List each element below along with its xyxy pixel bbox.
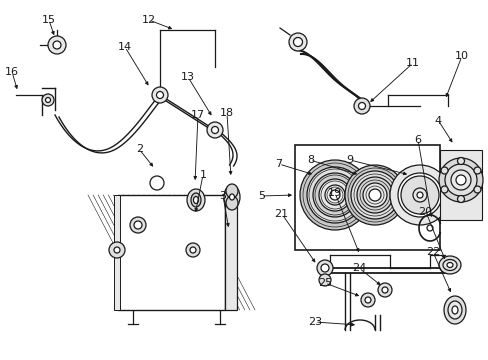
Ellipse shape (186, 189, 204, 211)
Ellipse shape (451, 306, 457, 314)
Circle shape (381, 287, 387, 293)
Circle shape (353, 98, 369, 114)
Circle shape (320, 264, 328, 272)
Text: 10: 10 (454, 51, 468, 61)
Text: 1: 1 (199, 170, 206, 180)
Ellipse shape (368, 189, 380, 201)
Ellipse shape (400, 176, 438, 214)
Ellipse shape (416, 192, 422, 198)
Text: 18: 18 (220, 108, 234, 118)
Text: 9: 9 (346, 155, 352, 165)
Ellipse shape (412, 188, 426, 202)
Ellipse shape (229, 194, 234, 200)
Text: 21: 21 (274, 209, 287, 219)
Ellipse shape (193, 197, 198, 203)
Text: 5: 5 (258, 191, 264, 201)
Ellipse shape (345, 165, 404, 225)
Circle shape (109, 242, 125, 258)
Ellipse shape (362, 183, 386, 207)
Bar (114, 195, 120, 310)
Ellipse shape (350, 171, 398, 219)
Ellipse shape (306, 167, 362, 223)
Circle shape (114, 247, 120, 253)
Text: 4: 4 (433, 116, 440, 126)
Ellipse shape (329, 190, 339, 200)
Circle shape (316, 260, 332, 276)
Circle shape (440, 186, 447, 193)
Ellipse shape (224, 185, 240, 209)
Circle shape (288, 33, 306, 51)
Circle shape (53, 41, 61, 49)
Circle shape (156, 91, 163, 99)
Circle shape (450, 170, 470, 190)
Ellipse shape (356, 177, 392, 213)
Circle shape (438, 158, 482, 202)
Ellipse shape (299, 160, 369, 230)
Text: 24: 24 (351, 263, 366, 273)
Bar (224, 195, 237, 310)
Text: 3: 3 (219, 191, 225, 201)
Text: 6: 6 (414, 135, 421, 145)
Circle shape (457, 158, 464, 165)
Text: 22: 22 (425, 247, 439, 257)
Text: 23: 23 (308, 317, 322, 327)
Circle shape (473, 167, 480, 174)
Text: 11: 11 (406, 58, 419, 68)
Bar (118, 195, 224, 310)
Circle shape (185, 243, 200, 257)
Ellipse shape (325, 185, 345, 205)
Ellipse shape (225, 184, 238, 198)
Text: 16: 16 (5, 67, 19, 77)
Circle shape (318, 274, 330, 286)
Ellipse shape (443, 296, 465, 324)
Ellipse shape (225, 196, 238, 210)
Text: 7: 7 (275, 159, 282, 169)
Circle shape (426, 225, 432, 231)
Text: 20: 20 (418, 207, 431, 217)
Text: 15: 15 (42, 15, 56, 25)
Circle shape (364, 297, 370, 303)
Text: 17: 17 (191, 110, 204, 120)
Ellipse shape (446, 262, 452, 267)
Circle shape (358, 103, 365, 109)
Circle shape (42, 94, 54, 106)
Ellipse shape (191, 193, 201, 207)
Text: 13: 13 (181, 72, 195, 82)
Bar (294, 145, 439, 250)
Ellipse shape (442, 260, 456, 270)
Text: 19: 19 (327, 188, 341, 198)
Text: 8: 8 (306, 155, 313, 165)
Circle shape (150, 176, 163, 190)
Circle shape (48, 36, 66, 54)
Circle shape (45, 98, 50, 103)
Text: 2: 2 (136, 144, 142, 154)
Circle shape (130, 217, 146, 233)
Circle shape (152, 87, 168, 103)
Ellipse shape (438, 256, 460, 274)
Ellipse shape (312, 173, 356, 217)
Circle shape (444, 164, 476, 196)
Circle shape (440, 167, 447, 174)
Circle shape (473, 186, 480, 193)
Ellipse shape (389, 165, 449, 225)
Circle shape (190, 247, 196, 253)
Ellipse shape (397, 173, 441, 217)
Circle shape (293, 37, 302, 46)
Circle shape (457, 195, 464, 202)
Text: 14: 14 (118, 42, 131, 52)
Circle shape (360, 293, 374, 307)
Circle shape (206, 122, 223, 138)
Text: 12: 12 (142, 15, 156, 25)
Circle shape (377, 283, 391, 297)
Bar (439, 150, 481, 220)
Text: 25: 25 (318, 278, 331, 288)
Ellipse shape (447, 301, 461, 319)
Ellipse shape (318, 179, 350, 211)
Circle shape (211, 126, 218, 134)
Circle shape (134, 221, 142, 229)
Circle shape (455, 175, 465, 185)
